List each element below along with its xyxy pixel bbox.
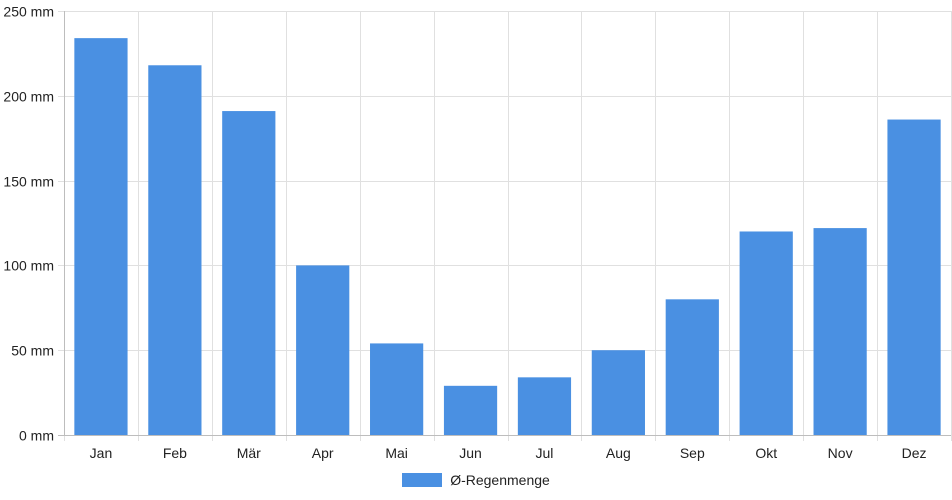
y-tick-label: 150 mm <box>3 174 54 190</box>
x-tick-label: Sep <box>680 445 705 461</box>
y-tick-label: 50 mm <box>11 343 54 359</box>
x-tick-label: Mär <box>237 445 261 461</box>
x-tick-label: Feb <box>163 445 187 461</box>
bar <box>517 377 572 435</box>
legend[interactable]: Ø-Regenmenge <box>0 472 952 488</box>
bar <box>370 343 424 435</box>
bar <box>296 265 350 435</box>
x-tick-label: Jan <box>90 445 113 461</box>
bar <box>887 119 941 435</box>
bar <box>591 350 645 435</box>
bars <box>74 38 941 436</box>
legend-swatch <box>402 473 443 487</box>
x-tick-label: Apr <box>312 445 334 461</box>
y-tick-label: 100 mm <box>3 258 54 274</box>
tick-labels: 0 mm 50 mm 100 mm 150 mm 200 mm 250 mm Jan Feb M… <box>3 4 926 462</box>
bar <box>74 38 128 436</box>
x-tick-label: Jun <box>459 445 482 461</box>
x-tick-label: Nov <box>828 445 853 461</box>
grid-lines <box>58 11 952 441</box>
x-tick-label: Okt <box>755 445 777 461</box>
x-tick-label: Dez <box>902 445 927 461</box>
x-tick-label: Jul <box>536 445 554 461</box>
bar <box>813 228 867 435</box>
x-tick-label: Mai <box>385 445 408 461</box>
bar <box>739 231 793 435</box>
bar <box>222 111 276 436</box>
legend-label: Ø-Regenmenge <box>450 472 550 488</box>
bar <box>665 299 719 435</box>
bar <box>148 65 202 435</box>
y-tick-label: 200 mm <box>3 89 54 105</box>
axes <box>58 11 951 436</box>
bar <box>443 385 498 435</box>
y-tick-label: 250 mm <box>3 4 54 20</box>
x-tick-label: Aug <box>606 445 631 461</box>
y-tick-label: 0 mm <box>19 428 54 444</box>
